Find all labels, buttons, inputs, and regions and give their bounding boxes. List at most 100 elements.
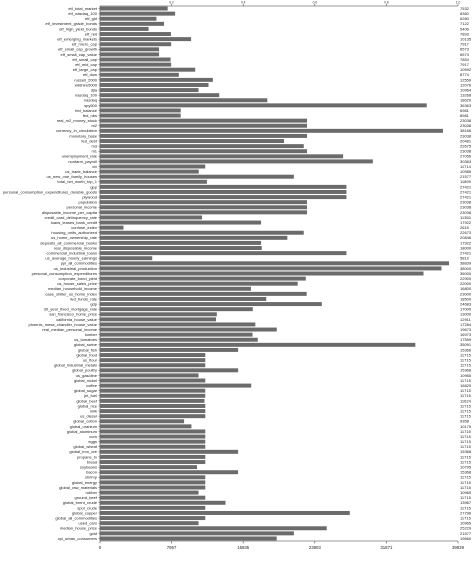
value-label: 10592 — [460, 67, 472, 72]
category-label: us_industrial_production — [54, 266, 97, 271]
value-label: 11715 — [460, 358, 472, 363]
category-label: global_copper — [72, 510, 98, 515]
category-label: global_swine — [74, 342, 98, 347]
value-label: 11715 — [460, 475, 472, 480]
bar — [100, 37, 192, 42]
value-label: 10964 — [460, 87, 472, 92]
value-label: 23038 — [460, 133, 472, 138]
category-label: us_home_ownership_rate — [51, 235, 98, 240]
bar — [100, 505, 206, 510]
value-label: 13967 — [460, 500, 472, 505]
value-label: 18000 — [460, 245, 472, 250]
value-label: 35091 — [460, 342, 472, 347]
bar — [100, 240, 262, 245]
bar — [100, 439, 206, 444]
bar — [100, 398, 205, 403]
category-label: etf_nasdaq_100 — [68, 11, 97, 16]
value-label: 22000 — [460, 281, 472, 286]
category-label: credit_card_delinquency_rate — [45, 215, 98, 220]
bar — [100, 128, 443, 133]
value-label: 25229 — [460, 526, 472, 531]
category-label: jet_fuel — [83, 393, 97, 398]
category-label: bacon — [86, 470, 97, 475]
bar — [100, 123, 308, 128]
category-label: personal_income — [67, 205, 98, 210]
top-axis-tick-label: 0.8 — [384, 1, 389, 5]
bar — [100, 312, 217, 317]
bar — [100, 409, 206, 414]
bar — [100, 485, 206, 490]
category-label: nasdaq_100 — [75, 93, 98, 98]
bar — [100, 531, 294, 536]
value-label: 7917 — [460, 42, 470, 47]
bar — [100, 113, 181, 118]
value-label: 12911 — [460, 317, 472, 322]
bar — [100, 353, 206, 358]
value-label: 20846 — [460, 235, 472, 240]
top-axis-tick-label: 0.2 — [169, 1, 174, 5]
bar — [100, 62, 172, 67]
bar — [100, 169, 199, 174]
bar — [100, 57, 171, 62]
value-label: 11715 — [460, 485, 472, 490]
category-label: global_wheat — [73, 444, 97, 449]
bar — [100, 271, 424, 276]
bar — [100, 16, 157, 21]
value-label: 21577 — [460, 174, 472, 179]
category-label: us_flour — [83, 358, 98, 363]
category-label: fed_nbs — [83, 113, 97, 118]
category-label: rubber — [85, 490, 97, 495]
bar — [100, 6, 168, 11]
top-axis-tick-label: 0.4 — [241, 1, 246, 5]
value-label: 11715 — [460, 480, 472, 485]
value-label: 11715 — [460, 352, 472, 357]
bar — [100, 403, 206, 408]
value-label: 11715 — [460, 403, 472, 408]
bar — [100, 307, 253, 312]
bar — [100, 317, 217, 322]
category-label: us_house_sales_price — [57, 281, 98, 286]
value-label: 20481 — [460, 138, 472, 143]
category-label: etf_high_yield_bonds — [59, 26, 97, 31]
category-label: propane_tx — [77, 454, 97, 459]
category-label: spot_crude — [77, 505, 98, 510]
value-label: 18620 — [460, 98, 472, 103]
bottom-axis-tick-label: 0 — [99, 545, 102, 550]
bar — [100, 164, 206, 169]
value-label: 7893 — [460, 31, 470, 36]
bar — [100, 414, 206, 419]
bar — [100, 200, 308, 205]
value-label: 10965 — [460, 373, 472, 378]
value-label: 23000 — [460, 291, 472, 296]
bar — [100, 434, 206, 439]
value-label: 27421 — [460, 184, 472, 189]
bar — [100, 133, 308, 138]
value-label: 19660 — [460, 536, 472, 541]
value-label: 7917 — [460, 62, 470, 67]
category-label: etf_reit — [85, 31, 98, 36]
category-label: fed_debt — [81, 138, 97, 143]
category-label: global_nickel — [74, 378, 97, 383]
category-label: personal_consumption_expenditures — [32, 271, 97, 276]
value-label: 5406 — [460, 26, 470, 31]
bar — [100, 521, 199, 526]
bar — [100, 108, 181, 113]
category-label: etf_emerging_markets — [57, 37, 97, 42]
bar — [100, 516, 206, 521]
category-label: phoenix_mesa_chandler_house_value — [29, 322, 98, 327]
value-label: 6280 — [460, 16, 470, 21]
bar — [100, 536, 277, 541]
bar — [100, 337, 258, 342]
value-label: 8774 — [460, 72, 470, 77]
bar — [100, 32, 171, 37]
category-label: etf_total_market — [68, 6, 98, 11]
category-label: disposable_income_per_capita — [42, 210, 98, 215]
category-label: eggs — [88, 439, 97, 444]
bar — [100, 373, 199, 378]
bar — [100, 449, 239, 454]
bar — [100, 179, 207, 184]
category-labels: etf_total_marketetf_nasdaq_100etf_gldetf… — [3, 6, 101, 541]
bar — [100, 189, 347, 194]
value-label: 27421 — [460, 189, 472, 194]
category-label: wilshire5000 — [75, 82, 98, 87]
